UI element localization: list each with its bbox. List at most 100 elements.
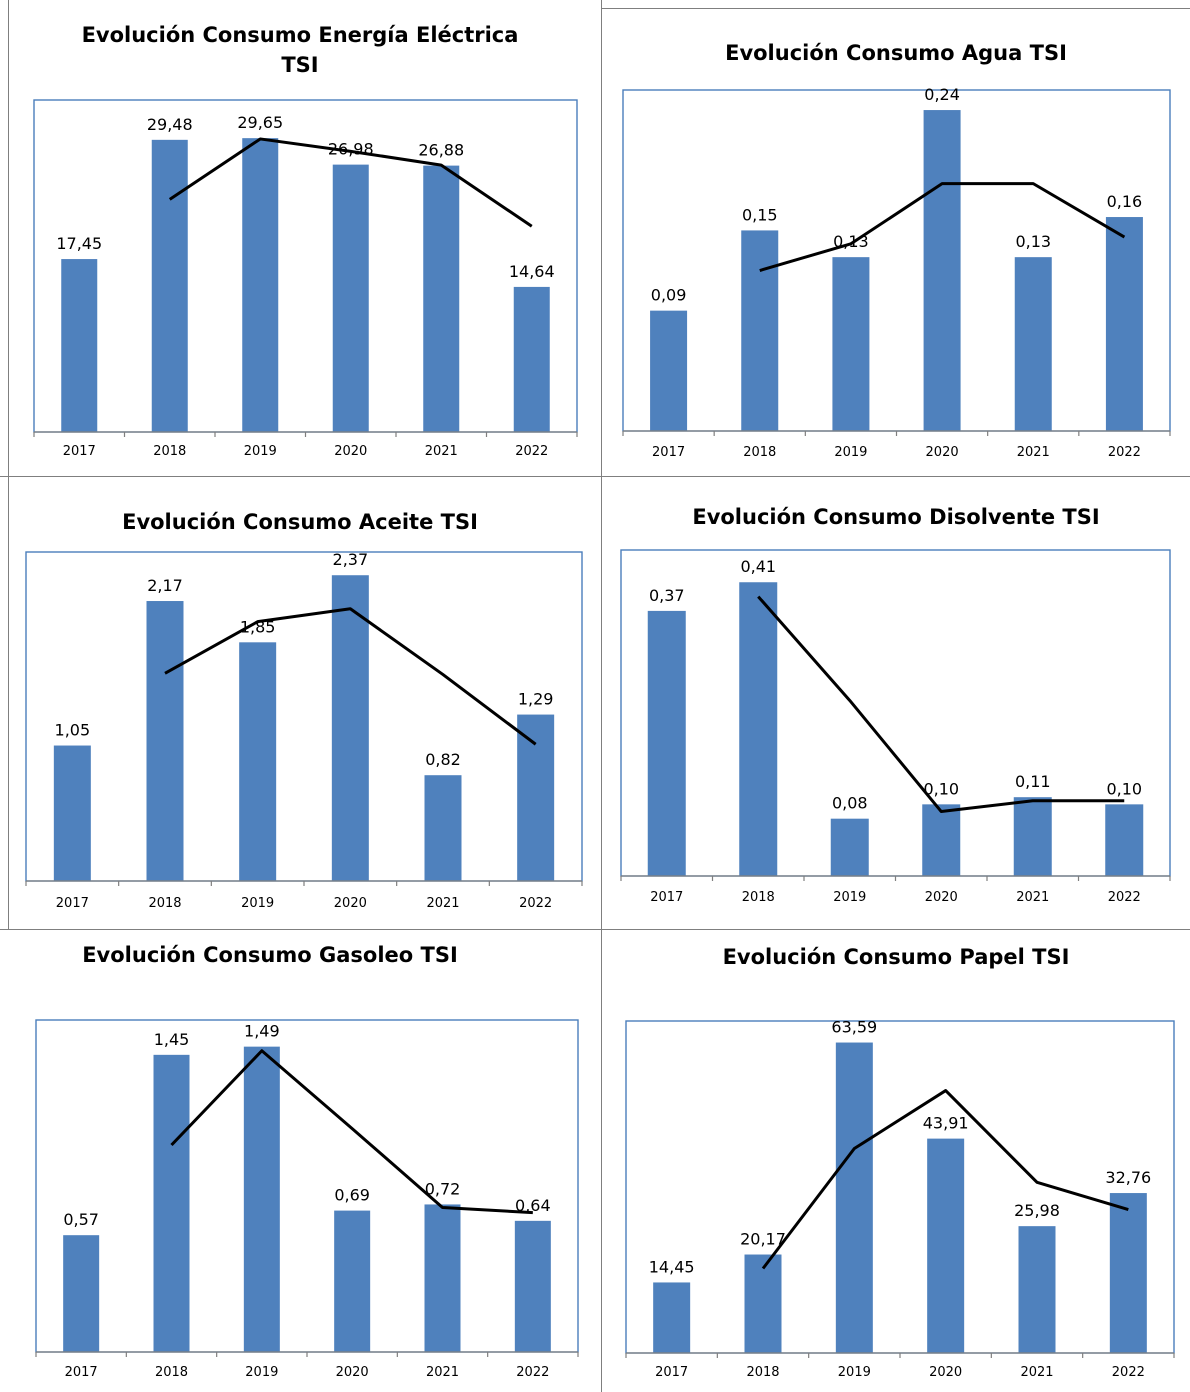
bar xyxy=(835,1042,873,1353)
x-tick-label: 2019 xyxy=(834,445,867,460)
data-label: 0,15 xyxy=(742,205,778,224)
bar xyxy=(243,1046,280,1352)
bar xyxy=(1014,257,1052,431)
x-tick-label: 2017 xyxy=(63,444,96,459)
x-tick-label: 2020 xyxy=(925,890,958,905)
bar xyxy=(1109,1193,1147,1353)
data-label: 1,45 xyxy=(154,1030,190,1049)
x-tick-label: 2019 xyxy=(244,444,277,459)
bar xyxy=(653,1282,691,1353)
bar xyxy=(923,110,961,431)
data-label: 0,09 xyxy=(651,286,687,305)
chart-title: Evolución Consumo Gasoleo TSI xyxy=(0,940,570,970)
bar xyxy=(744,1254,782,1353)
x-tick-label: 2018 xyxy=(153,444,186,459)
data-label: 26,98 xyxy=(328,140,374,159)
bar xyxy=(61,259,98,432)
data-label: 25,98 xyxy=(1014,1201,1060,1220)
chart-title: Evolución Consumo Disolvente TSI xyxy=(602,502,1190,532)
chart-title: Evolución Consumo Papel TSI xyxy=(602,942,1190,972)
bar xyxy=(741,230,779,431)
chart-title-line: Evolución Consumo Agua TSI xyxy=(725,41,1067,65)
data-label: 2,17 xyxy=(147,576,183,595)
x-tick-label: 2022 xyxy=(1108,890,1141,905)
bar xyxy=(1013,797,1052,876)
bar xyxy=(153,1054,190,1352)
bar xyxy=(423,165,460,432)
bar xyxy=(63,1235,100,1352)
bar xyxy=(927,1138,965,1353)
data-label: 32,76 xyxy=(1105,1168,1151,1187)
x-tick-label: 2018 xyxy=(148,896,181,911)
x-tick-label: 2021 xyxy=(1017,445,1050,460)
chart-title-line: Evolución Consumo Gasoleo TSI xyxy=(82,943,458,967)
trendline xyxy=(759,182,1126,272)
bar xyxy=(517,714,555,881)
x-tick-label: 2021 xyxy=(1020,1365,1053,1380)
chart-svg: 14,45 20,17 63,59 43,91 25,98 32,76 2017 2018 20… xyxy=(625,1018,1175,1380)
chart-title-line: TSI xyxy=(281,53,319,77)
trendline xyxy=(757,595,1125,814)
x-tick-label: 2020 xyxy=(926,445,959,460)
chart-panel-solvent: Evolución Consumo Disolvente TSI 0,37 0,4… xyxy=(602,477,1190,929)
divider-top-right xyxy=(601,8,1190,9)
x-tick-label: 2017 xyxy=(56,896,89,911)
x-tick-label: 2019 xyxy=(833,890,866,905)
bar xyxy=(334,1210,371,1352)
chart-title-line: Evolución Consumo Papel TSI xyxy=(722,945,1070,969)
bar xyxy=(424,775,462,881)
x-tick-label: 2021 xyxy=(426,1365,459,1380)
chart-panel-electricity: Evolución Consumo Energía Eléctrica TSI … xyxy=(0,0,600,476)
divider-vertical xyxy=(601,0,602,1392)
x-tick-label: 2018 xyxy=(742,890,775,905)
chart-title-line: Evolución Consumo Energía Eléctrica xyxy=(81,23,519,47)
x-tick-label: 2021 xyxy=(425,444,458,459)
data-label: 0,13 xyxy=(833,232,869,251)
data-label: 43,91 xyxy=(923,1114,969,1133)
bar xyxy=(332,164,369,432)
data-label: 2,37 xyxy=(333,550,369,569)
data-label: 63,59 xyxy=(831,1018,877,1037)
chart-svg: 0,57 1,45 1,49 0,69 0,72 0,64 2017 2018 2019 2020… xyxy=(35,1019,579,1380)
bar xyxy=(239,642,277,881)
bar xyxy=(922,804,961,876)
chart-svg: 17,45 29,48 29,65 26,98 26,88 14,64 2017 2018 20… xyxy=(33,99,578,459)
x-tick-label: 2021 xyxy=(1016,890,1049,905)
data-label: 0,57 xyxy=(63,1210,99,1229)
bar xyxy=(424,1204,461,1352)
x-tick-label: 2017 xyxy=(655,1365,688,1380)
data-label: 29,48 xyxy=(147,115,193,134)
bar xyxy=(650,310,688,431)
data-label: 0,10 xyxy=(923,779,959,798)
x-tick-label: 2020 xyxy=(336,1365,369,1380)
x-tick-label: 2019 xyxy=(838,1365,871,1380)
bar xyxy=(53,745,91,881)
plot-area xyxy=(35,1019,579,1353)
data-label: 1,05 xyxy=(55,721,91,740)
data-label: 0,72 xyxy=(425,1179,461,1198)
data-label: 0,37 xyxy=(649,586,685,605)
data-label: 0,10 xyxy=(1106,779,1142,798)
trendline xyxy=(761,1089,1129,1270)
plot-area xyxy=(622,89,1171,432)
chart-title-line: Evolución Consumo Disolvente TSI xyxy=(692,505,1100,529)
x-tick-label: 2020 xyxy=(929,1365,962,1380)
x-tick-label: 2022 xyxy=(516,1365,549,1380)
x-tick-label: 2022 xyxy=(1112,1365,1145,1380)
bar xyxy=(514,1220,551,1352)
data-label: 1,49 xyxy=(244,1022,280,1041)
chart-panel-water: Evolución Consumo Agua TSI 0,09 0,15 0,13 0… xyxy=(602,0,1190,476)
x-tick-label: 2022 xyxy=(515,444,548,459)
data-label: 0,41 xyxy=(740,557,776,576)
plot-area xyxy=(620,549,1171,877)
data-label: 29,65 xyxy=(237,113,283,132)
chart-panel-diesel: Evolución Consumo Gasoleo TSI 0,57 1,45 1,… xyxy=(0,930,600,1392)
data-label: 17,45 xyxy=(56,234,102,253)
plot-area xyxy=(625,1020,1175,1354)
bar xyxy=(830,818,869,876)
data-label: 14,45 xyxy=(649,1257,695,1276)
bar xyxy=(1105,804,1144,876)
data-label: 0,08 xyxy=(832,794,868,813)
chart-svg: 1,05 2,17 1,85 2,37 0,82 1,29 2017 2018 2019 2020… xyxy=(25,550,583,911)
plot-area xyxy=(33,99,578,433)
